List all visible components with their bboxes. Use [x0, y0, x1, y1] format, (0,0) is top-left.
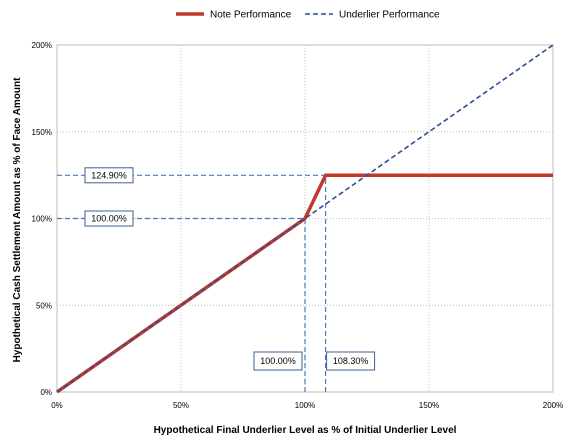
y-tick-label: 0%: [40, 388, 52, 397]
x-axis-title: Hypothetical Final Underlier Level as % …: [154, 425, 457, 436]
annotation-box: [84, 210, 134, 227]
annotation-box: [326, 351, 376, 371]
x-tick-label: 200%: [543, 401, 563, 410]
annotation-box: [84, 167, 134, 184]
x-tick-label: 0%: [51, 401, 63, 410]
y-tick-label: 150%: [32, 128, 52, 137]
legend-label: Note Performance: [210, 10, 292, 21]
y-tick-label: 100%: [32, 215, 52, 224]
y-tick-label: 200%: [32, 41, 52, 50]
y-axis-title: Hypothetical Cash Settlement Amount as %…: [12, 77, 23, 363]
annotation-label: 108.30%: [333, 356, 369, 366]
x-tick-label: 150%: [419, 401, 439, 410]
legend: Note Performance Underlier Performance: [176, 10, 440, 21]
annotation-guides: 124.90% 100.00% 100.00% 108.30%: [57, 167, 376, 392]
x-tick-label: 50%: [173, 401, 189, 410]
x-tick-label: 100%: [295, 401, 315, 410]
legend-label: Underlier Performance: [339, 10, 440, 21]
annotation-label: 100.00%: [91, 214, 127, 224]
note-performance-line: [55, 173, 553, 394]
axis-ticks: 0% 50% 100% 150% 200% 0% 50% 100% 150% 200%: [32, 41, 563, 410]
annotation-label: 124.90%: [91, 170, 127, 180]
underlier-performance-line: [56, 44, 554, 393]
annotation-label: 100.00%: [260, 356, 296, 366]
series-lines: [55, 44, 554, 394]
annotation-box: [253, 351, 303, 371]
y-tick-label: 50%: [36, 301, 52, 310]
